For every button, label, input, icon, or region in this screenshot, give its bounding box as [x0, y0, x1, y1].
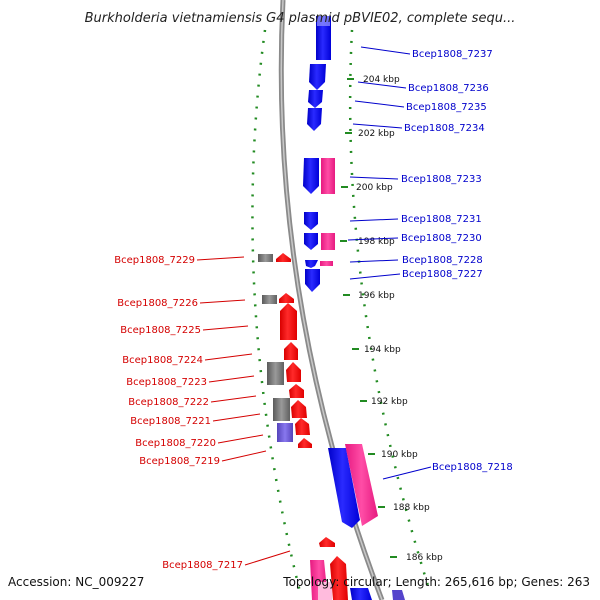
- cds-forward: [328, 448, 360, 528]
- gene-label[interactable]: Bcep1808_7230: [401, 233, 482, 244]
- rna-feature: [318, 582, 332, 600]
- forward-gene-labels: Bcep1808_7237 Bcep1808_7236 Bcep1808_723…: [401, 49, 513, 473]
- cds-forward: [304, 233, 318, 250]
- tick-label: 194 kbp: [364, 345, 401, 355]
- tick-label: 186 kbp: [406, 553, 443, 563]
- cds-reverse: [276, 253, 291, 262]
- cds-reverse: [284, 342, 298, 360]
- cds-reverse: [280, 303, 297, 340]
- map-title: Burkholderia vietnamiensis G4 plasmid pB…: [85, 11, 516, 26]
- cds-reverse: [291, 400, 307, 418]
- reverse-strand-features: [276, 253, 348, 600]
- forward-label-leaders: [347, 46, 432, 480]
- ruler-ticks: [340, 78, 397, 558]
- gene-label[interactable]: Bcep1808_7221: [130, 416, 211, 427]
- gene-label[interactable]: Bcep1808_7219: [139, 456, 220, 467]
- rna-features: [310, 158, 378, 600]
- gene-label[interactable]: Bcep1808_7234: [404, 123, 485, 134]
- gene-feature: [258, 254, 273, 262]
- cds-forward: [303, 158, 319, 194]
- gene-label[interactable]: Bcep1808_7225: [120, 325, 201, 336]
- summary-text: Topology: circular; Length: 265,616 bp; …: [282, 575, 590, 589]
- tick-label: 196 kbp: [358, 291, 395, 301]
- cds-reverse: [319, 537, 335, 547]
- outer-dotted-track: [348, 29, 432, 593]
- reverse-label-leaders: [196, 256, 291, 566]
- gene-label[interactable]: Bcep1808_7222: [128, 397, 209, 408]
- cds-forward: [308, 90, 323, 108]
- reverse-gene-labels: Bcep1808_7229 Bcep1808_7226 Bcep1808_722…: [114, 255, 243, 571]
- cds-reverse: [295, 418, 310, 435]
- tick-label: 190 kbp: [381, 450, 418, 460]
- cds-forward: [392, 590, 405, 600]
- gene-label[interactable]: Bcep1808_7220: [135, 438, 216, 449]
- other-features: [258, 254, 293, 442]
- gene-label[interactable]: Bcep1808_7228: [402, 255, 483, 266]
- accession-text: Accession: NC_009227: [8, 575, 144, 589]
- cds-forward: [305, 269, 320, 292]
- gene-label[interactable]: Bcep1808_7227: [402, 269, 483, 280]
- gene-label[interactable]: Bcep1808_7226: [117, 298, 198, 309]
- tick-label: 198 kbp: [358, 237, 395, 247]
- tick-label: 192 kbp: [371, 397, 408, 407]
- tick-label: 204 kbp: [363, 75, 400, 85]
- cds-reverse: [279, 293, 294, 303]
- cds-reverse: [298, 438, 312, 448]
- gene-feature: [267, 362, 284, 385]
- cds-reverse: [286, 362, 301, 382]
- cds-forward: [350, 588, 372, 600]
- gene-label[interactable]: Bcep1808_7217: [162, 560, 243, 571]
- gene-feature: [273, 398, 290, 421]
- tick-label: 202 kbp: [358, 129, 395, 139]
- cds-forward: [317, 16, 330, 26]
- cds-forward: [305, 260, 318, 268]
- gene-label[interactable]: Bcep1808_7218: [432, 462, 513, 473]
- ruler-tick-labels: 204 kbp 202 kbp 200 kbp 198 kbp 196 kbp …: [356, 75, 443, 563]
- cds-reverse: [289, 384, 304, 398]
- rna-feature: [320, 261, 333, 266]
- gene-feature: [262, 295, 277, 304]
- cds-forward: [309, 64, 326, 90]
- cds-reverse: [330, 556, 348, 600]
- rna-feature: [321, 158, 335, 194]
- cds-forward: [307, 108, 322, 131]
- gene-label[interactable]: Bcep1808_7229: [114, 255, 195, 266]
- gene-label[interactable]: Bcep1808_7236: [408, 83, 489, 94]
- cds-forward: [316, 16, 331, 60]
- gene-label[interactable]: Bcep1808_7231: [401, 214, 482, 225]
- tick-label: 200 kbp: [356, 183, 393, 193]
- misc-feature: [277, 423, 293, 442]
- gene-label[interactable]: Bcep1808_7224: [122, 355, 203, 366]
- gene-label[interactable]: Bcep1808_7235: [406, 102, 487, 113]
- rna-feature: [345, 444, 378, 526]
- rna-feature: [321, 233, 335, 250]
- gene-label[interactable]: Bcep1808_7237: [412, 49, 493, 60]
- cds-forward: [304, 212, 318, 230]
- gene-label[interactable]: Bcep1808_7223: [126, 377, 207, 388]
- tick-label: 188 kbp: [393, 503, 430, 513]
- forward-strand-features: [303, 16, 405, 600]
- inner-dotted-track: [251, 29, 302, 593]
- gene-label[interactable]: Bcep1808_7233: [401, 174, 482, 185]
